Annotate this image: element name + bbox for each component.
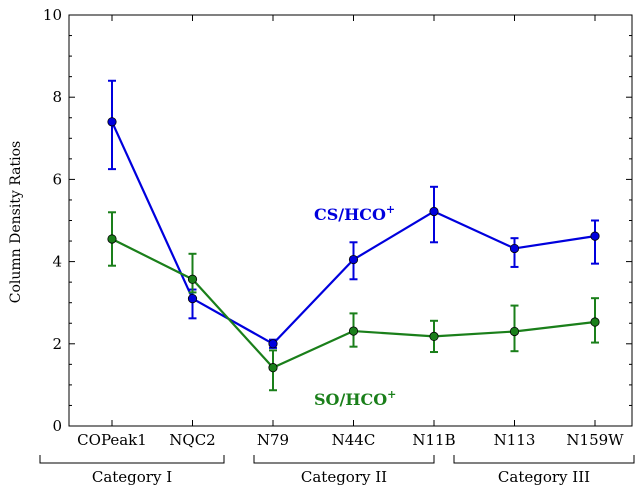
- series-label-text: SO/HCO: [314, 390, 387, 409]
- data-point: [590, 317, 600, 327]
- series-0: [107, 79, 600, 349]
- series-layer: [107, 79, 600, 392]
- data-point: [509, 326, 520, 337]
- y-axis-label: Column Density Ratios: [8, 141, 24, 303]
- data-point: [187, 274, 198, 284]
- y-tick-label: 10: [43, 6, 62, 24]
- group-label: Category II: [301, 468, 387, 486]
- group-bracket: Category III: [453, 455, 635, 486]
- x-tick-label: N44C: [332, 431, 376, 449]
- axes: 0 2 4 6 8 10 COPeak1 NQC2 N79 N44C N11B N113 N159W: [43, 6, 633, 449]
- series-label-superscript: +: [387, 388, 396, 401]
- data-point: [107, 117, 117, 127]
- x-tick-label: N159W: [566, 431, 624, 449]
- series-label-cs-hco: CS/HCO+: [314, 203, 395, 224]
- data-point: [509, 243, 520, 254]
- data-point: [187, 293, 198, 304]
- y-tick-label: 0: [52, 417, 62, 435]
- x-tick-label: N79: [257, 431, 289, 449]
- series-label-text: CS/HCO: [314, 205, 386, 224]
- data-point: [590, 231, 600, 241]
- y-tick-label: 6: [52, 170, 62, 188]
- data-point: [268, 363, 278, 373]
- y-tick-label: 8: [52, 88, 62, 106]
- bracket-line: [453, 455, 635, 464]
- series-label-so-hco: SO/HCO+: [314, 388, 396, 409]
- data-point: [348, 254, 359, 265]
- group-label: Category III: [498, 468, 590, 486]
- data-point: [429, 206, 439, 217]
- series-1: [107, 211, 600, 392]
- group-bracket: Category I: [39, 455, 225, 486]
- series-line: [110, 121, 596, 345]
- data-point: [107, 234, 117, 244]
- bracket-line: [39, 455, 225, 464]
- group-bracket: Category II: [253, 455, 435, 486]
- y-tick-label: 2: [52, 335, 62, 353]
- bracket-line: [253, 455, 435, 464]
- category-groups: Category I Category II Category III: [39, 455, 635, 486]
- y-tick-label: 4: [52, 253, 62, 271]
- data-point: [348, 326, 359, 336]
- x-tick-label: COPeak1: [77, 431, 147, 449]
- series-label-superscript: +: [386, 203, 395, 216]
- data-point: [429, 331, 439, 342]
- x-tick-label: N11B: [412, 431, 455, 449]
- x-tick-label: N113: [494, 431, 536, 449]
- data-point: [268, 339, 278, 349]
- group-label: Category I: [92, 468, 172, 486]
- x-tick-label: NQC2: [169, 431, 215, 449]
